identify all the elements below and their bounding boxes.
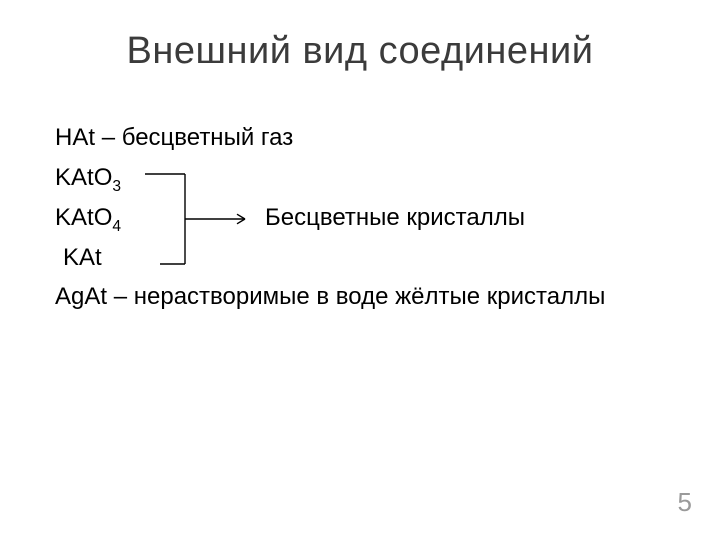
agat-at: At <box>84 283 107 310</box>
kat-at: At <box>79 244 102 271</box>
kato4-o: О <box>94 204 113 231</box>
slide: Внешний вид соединений НAt – бесцветный … <box>0 0 720 540</box>
formula-h: Н <box>55 124 72 151</box>
kato3-at: At <box>71 164 94 191</box>
compound-kat: KAt <box>55 240 155 276</box>
compound-kato3: KAtО3 <box>55 160 155 196</box>
agat-a: А <box>55 283 71 310</box>
slide-title: Внешний вид соединений <box>0 30 720 73</box>
slide-body: НAt – бесцветный газ KAtО3 KAtО4 KAt Бес… <box>55 120 665 318</box>
line-hat: НAt – бесцветный газ <box>55 120 665 156</box>
kat-k: K <box>63 244 79 271</box>
formula-at: At <box>72 124 95 151</box>
page-number: 5 <box>678 487 692 518</box>
compound-column: KAtО3 KAtО4 KAt <box>55 160 155 280</box>
group-label: Бесцветные кристаллы <box>265 200 525 236</box>
bracket-icon <box>145 164 265 274</box>
kato3-k: K <box>55 164 71 191</box>
line-agat: АgAt – нерастворимые в воде жёлтые крист… <box>55 280 665 314</box>
compound-kato4: KAtО4 <box>55 200 155 236</box>
agat-g: g <box>71 283 84 310</box>
kato4-sub: 4 <box>112 218 121 235</box>
kato4-k: K <box>55 204 71 231</box>
kato3-o: О <box>94 164 113 191</box>
line-hat-rest: – бесцветный газ <box>95 124 293 151</box>
kato4-at: At <box>71 204 94 231</box>
kato3-sub: 3 <box>112 178 121 195</box>
agat-rest: – нерастворимые в воде жёлтые кристаллы <box>107 283 605 310</box>
bracket-group: KAtО3 KAtО4 KAt Бесцветные кристаллы <box>55 160 665 280</box>
